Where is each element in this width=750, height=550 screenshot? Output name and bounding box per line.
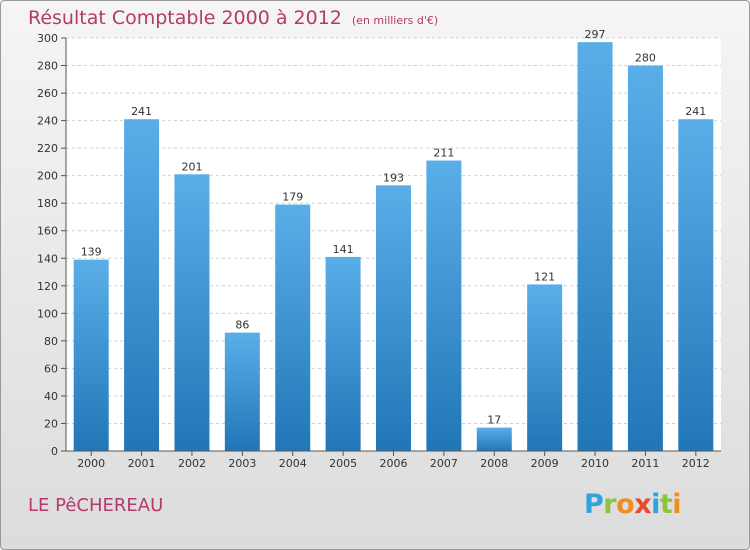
- y-tick-label: 280: [37, 60, 58, 73]
- y-tick-label: 120: [37, 280, 58, 293]
- y-tick-label: 160: [37, 225, 58, 238]
- value-label-2009: 121: [534, 270, 555, 283]
- y-tick-label: 240: [37, 115, 58, 128]
- logo-letter: i: [651, 489, 660, 520]
- value-labels: 139 241 201 86 179 141 193 211 17 121 297 280 241: [81, 28, 707, 426]
- bar-2001: [124, 119, 160, 452]
- y-tick-label: 180: [37, 197, 58, 210]
- y-tick-label: 220: [37, 142, 58, 155]
- y-tick-label: 140: [37, 252, 58, 265]
- commune-name: LE PêCHEREAU: [28, 495, 164, 516]
- y-tick-label: 300: [37, 32, 58, 45]
- x-tick-label-2001: 2001: [128, 457, 156, 470]
- bar-2005: [325, 256, 361, 451]
- logo-letter: x: [634, 489, 652, 520]
- x-tick-label-2003: 2003: [228, 457, 256, 470]
- bar-2000: [73, 259, 109, 451]
- x-tick-label-2004: 2004: [279, 457, 307, 470]
- y-tick-label: 20: [44, 417, 58, 430]
- bar-2007: [426, 160, 462, 452]
- value-label-2004: 179: [282, 191, 303, 204]
- x-tick-label-2009: 2009: [531, 457, 559, 470]
- logo-letter: o: [616, 489, 635, 520]
- x-tick-label-2008: 2008: [480, 457, 508, 470]
- y-tick-label: 200: [37, 170, 58, 183]
- chart-title: Résultat Comptable 2000 à 2012: [28, 7, 342, 29]
- value-label-2012: 241: [685, 105, 706, 118]
- bar-2003: [224, 332, 260, 451]
- value-label-2011: 280: [635, 52, 656, 65]
- y-tick-label: 60: [44, 362, 58, 375]
- value-label-2000: 139: [81, 246, 102, 259]
- bar-2006: [376, 185, 411, 451]
- chart-title-block: Résultat Comptable 2000 à 2012 (en millie…: [28, 7, 438, 29]
- value-label-2008: 17: [487, 414, 501, 427]
- value-label-2003: 86: [235, 319, 249, 332]
- y-tick-label: 0: [51, 445, 58, 458]
- value-label-2007: 211: [433, 147, 454, 160]
- bar-2009: [527, 284, 563, 451]
- x-tick-label-2002: 2002: [178, 457, 206, 470]
- logo-letter: P: [584, 489, 604, 520]
- logo-letter: r: [603, 489, 617, 520]
- logo-letter: t: [659, 489, 673, 520]
- value-label-2001: 241: [131, 105, 152, 118]
- value-label-2005: 141: [333, 243, 354, 256]
- bar-2010: [577, 42, 613, 451]
- bar-2008: [476, 427, 512, 451]
- x-tick-label-2000: 2000: [77, 457, 105, 470]
- x-axis-ticks: 2000 2001 2002 2003 2004 2005 2006 2007 2008 2009…: [77, 451, 710, 470]
- x-tick-label-2006: 2006: [380, 457, 408, 470]
- chart-unit-note: (en milliers d'€): [351, 14, 439, 27]
- y-tick-label: 100: [37, 307, 58, 320]
- x-tick-label-2010: 2010: [581, 457, 609, 470]
- value-label-2006: 193: [383, 171, 404, 184]
- x-tick-label-2007: 2007: [430, 457, 458, 470]
- logo-letter: i: [672, 489, 682, 520]
- y-tick-label: 260: [37, 87, 58, 100]
- value-label-2010: 297: [585, 28, 606, 41]
- proxiti-logo: Proxiti: [584, 489, 682, 520]
- bar-2002: [174, 174, 210, 452]
- y-tick-label: 80: [44, 335, 58, 348]
- bars: [73, 42, 714, 452]
- y-tick-label: 40: [44, 390, 58, 403]
- x-tick-label-2005: 2005: [329, 457, 357, 470]
- x-tick-label-2011: 2011: [631, 457, 659, 470]
- value-label-2002: 201: [181, 160, 202, 173]
- bar-2011: [627, 65, 663, 452]
- x-tick-label-2012: 2012: [682, 457, 710, 470]
- bar-2004: [275, 204, 311, 451]
- y-axis-ticks: 0 20 40 60 80 100 120 140 160 180 200 220 240 260 280 3…: [37, 32, 66, 458]
- bar-2012: [678, 119, 714, 452]
